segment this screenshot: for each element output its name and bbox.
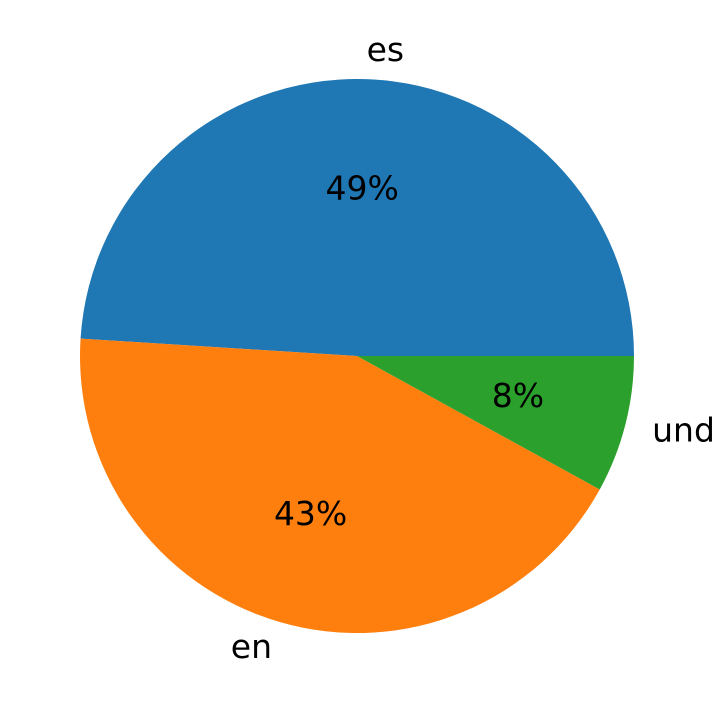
value-label: 43% <box>274 494 347 533</box>
pie-wedge <box>80 79 635 357</box>
value-label: 8% <box>492 376 544 415</box>
pie-wedge <box>79 338 600 633</box>
category-label: es <box>367 30 405 69</box>
value-label: 49% <box>326 168 399 207</box>
pie-wedge <box>357 356 634 490</box>
category-label: en <box>231 627 272 666</box>
category-label: und <box>652 410 715 449</box>
